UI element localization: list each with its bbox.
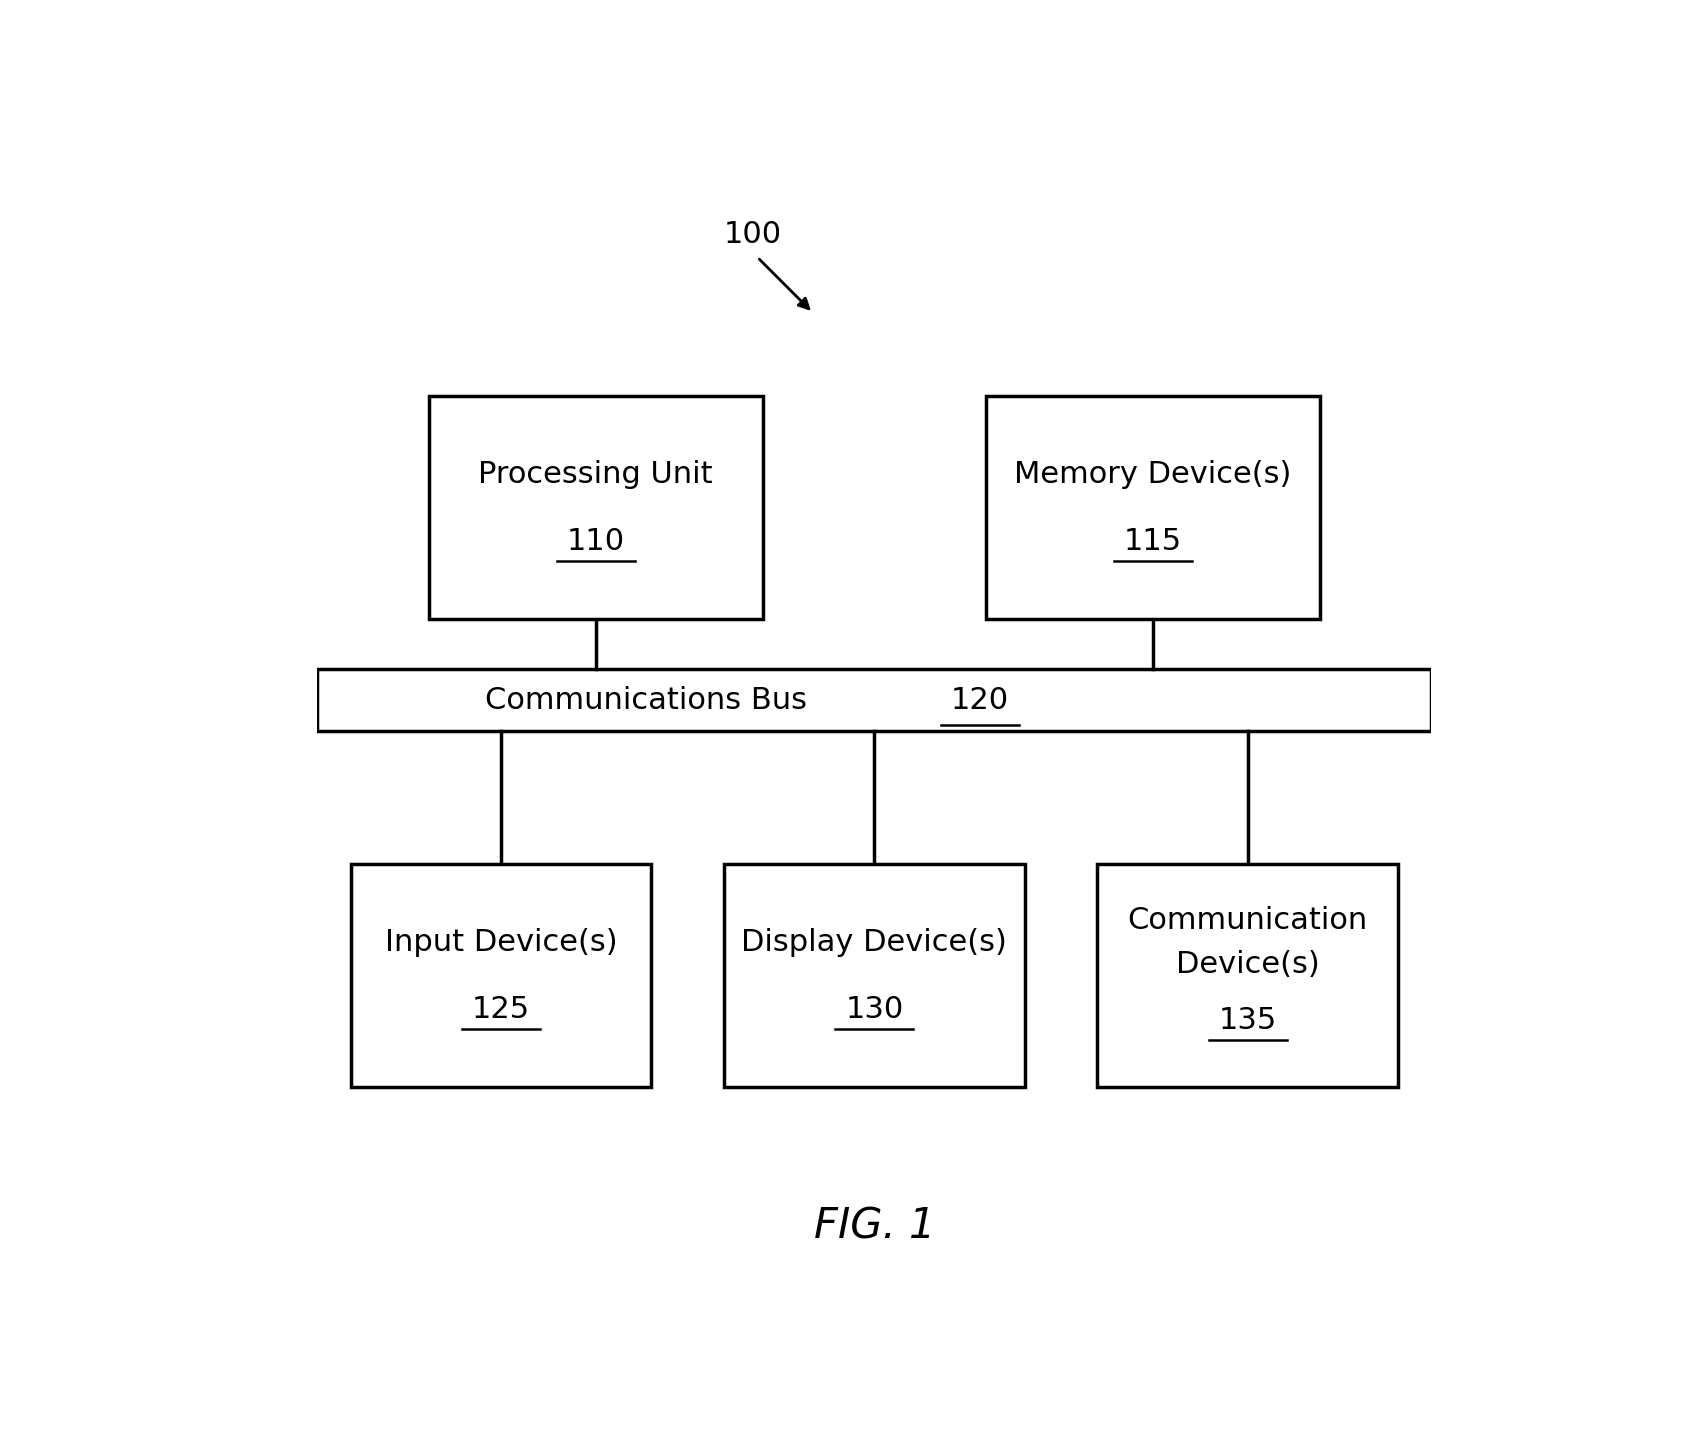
Text: Communication: Communication — [1127, 906, 1367, 935]
Text: 110: 110 — [566, 527, 624, 556]
Text: FIG. 1: FIG. 1 — [813, 1205, 934, 1247]
Text: 115: 115 — [1124, 527, 1182, 556]
Text: Memory Device(s): Memory Device(s) — [1013, 460, 1291, 489]
Text: 100: 100 — [723, 220, 781, 249]
FancyBboxPatch shape — [351, 864, 651, 1087]
FancyBboxPatch shape — [317, 670, 1430, 731]
Text: Processing Unit: Processing Unit — [477, 460, 713, 489]
Text: 120: 120 — [951, 686, 1009, 715]
FancyBboxPatch shape — [985, 396, 1320, 619]
Text: Display Device(s): Display Device(s) — [742, 928, 1006, 956]
Text: Communications Bus: Communications Bus — [486, 686, 806, 715]
Text: Input Device(s): Input Device(s) — [385, 928, 617, 956]
Text: 125: 125 — [472, 994, 530, 1024]
Text: 135: 135 — [1217, 1006, 1275, 1035]
Text: 130: 130 — [844, 994, 904, 1024]
FancyBboxPatch shape — [723, 864, 1025, 1087]
FancyBboxPatch shape — [428, 396, 762, 619]
FancyBboxPatch shape — [1096, 864, 1396, 1087]
Text: Device(s): Device(s) — [1175, 951, 1318, 980]
